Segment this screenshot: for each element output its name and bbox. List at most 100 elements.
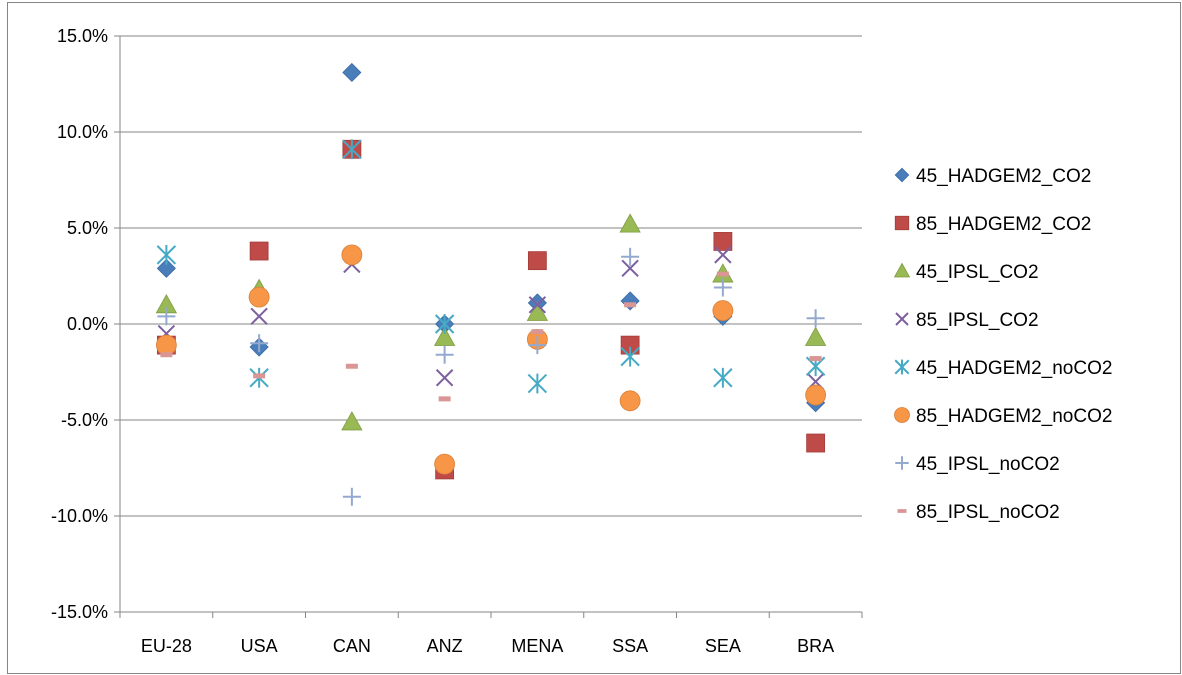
data-point <box>624 302 637 308</box>
data-point <box>156 244 177 265</box>
x-marker-stroke <box>714 246 732 264</box>
x-tick-label: USA <box>241 636 278 656</box>
data-point <box>713 232 733 251</box>
legend-label: 85_HADGEM2_noCO2 <box>916 406 1112 427</box>
data-point <box>342 487 361 506</box>
data-point <box>621 247 640 266</box>
legend-label: 45_IPSL_noCO2 <box>916 454 1060 475</box>
data-point <box>156 258 176 278</box>
square-marker <box>806 433 826 453</box>
dash-marker <box>345 363 358 369</box>
dash-marker <box>160 352 173 358</box>
data-point <box>438 396 451 402</box>
dash-marker <box>897 509 907 513</box>
data-point <box>248 286 270 308</box>
circle-marker <box>619 390 641 412</box>
chart-frame <box>7 2 1181 674</box>
triangle-marker <box>526 301 549 321</box>
data-point <box>714 246 732 264</box>
data-point <box>157 307 176 326</box>
x-marker-stroke <box>895 312 909 326</box>
data-point <box>435 369 454 387</box>
data-point <box>434 453 456 475</box>
x-tick-label: CAN <box>333 636 371 656</box>
data-point <box>342 139 362 160</box>
y-tick-label: 5.0% <box>67 218 108 238</box>
triangle-marker <box>804 326 827 346</box>
legend-item: 45_HADGEM2_noCO2 <box>894 358 1112 379</box>
data-point <box>809 356 822 362</box>
data-point <box>435 345 454 364</box>
data-point <box>433 326 456 346</box>
data-point <box>621 259 639 278</box>
dash-marker <box>624 302 637 308</box>
legend-item: 45_HADGEM2_CO2 <box>894 166 1091 187</box>
circle-marker <box>894 407 910 423</box>
square-marker <box>713 232 733 251</box>
square-marker <box>527 251 547 271</box>
legend-marker <box>894 407 910 423</box>
dash-marker <box>716 271 729 277</box>
legend-label: 45_IPSL_CO2 <box>916 262 1039 283</box>
data-point <box>250 334 269 353</box>
x-tick-label: SEA <box>705 636 741 656</box>
legend-item: 85_IPSL_CO2 <box>895 310 1039 331</box>
triangle-marker <box>341 411 363 431</box>
legend-label: 45_HADGEM2_noCO2 <box>916 358 1112 379</box>
data-point <box>805 384 827 406</box>
gridlines <box>120 35 862 613</box>
legend-label: 85_IPSL_CO2 <box>916 310 1039 331</box>
data-point <box>341 244 363 266</box>
data-point <box>713 278 732 297</box>
circle-marker <box>805 384 827 406</box>
x-tick-label: SSA <box>612 636 648 656</box>
legend-label: 85_IPSL_noCO2 <box>916 502 1060 523</box>
legend-item: 85_IPSL_noCO2 <box>897 502 1060 523</box>
x-axis-tick-labels: EU-28 USA CAN ANZ MENA SSA SEA BRA <box>141 636 834 656</box>
circle-marker <box>434 453 456 475</box>
legend-marker <box>894 167 910 183</box>
legend-label: 85_HADGEM2_CO2 <box>916 214 1091 235</box>
x-marker-stroke <box>621 259 639 278</box>
data-point <box>804 326 827 346</box>
data-point <box>619 213 641 233</box>
legend-marker <box>895 456 909 470</box>
diamond-marker <box>894 167 910 183</box>
x-marker-stroke <box>250 307 268 326</box>
data-point <box>527 251 547 271</box>
y-tick-label: -15.0% <box>51 602 108 622</box>
triangle-marker <box>619 213 641 233</box>
y-tick-label: 0.0% <box>67 314 108 334</box>
data-point <box>712 300 734 321</box>
circle-marker <box>712 300 734 321</box>
x-tick-label: EU-28 <box>141 636 192 656</box>
legend-label: 45_HADGEM2_CO2 <box>916 166 1091 187</box>
legend-item: 45_IPSL_CO2 <box>893 262 1039 283</box>
dash-marker <box>531 329 544 335</box>
data-points <box>155 62 827 506</box>
data-point <box>531 329 544 335</box>
legend-item: 45_IPSL_noCO2 <box>895 454 1060 475</box>
x-tick-label: BRA <box>797 636 834 656</box>
data-point <box>806 309 825 328</box>
data-point <box>250 307 268 326</box>
data-point <box>345 363 358 369</box>
data-point <box>526 301 549 321</box>
legend: 45_HADGEM2_CO2 85_HADGEM2_CO2 45_IPSL_CO2 8… <box>893 166 1112 523</box>
legend-item: 85_HADGEM2_noCO2 <box>894 406 1112 427</box>
y-tick-label: 15.0% <box>57 26 108 46</box>
diamond-marker <box>156 258 176 278</box>
dash-marker <box>253 373 266 379</box>
data-point <box>160 352 173 358</box>
circle-marker <box>248 286 270 308</box>
data-point <box>528 336 547 355</box>
legend-marker <box>894 359 910 375</box>
square-marker <box>894 215 910 231</box>
square-marker <box>249 241 269 261</box>
data-point <box>434 314 455 334</box>
triangle-marker <box>893 262 911 278</box>
diamond-marker <box>342 62 362 83</box>
data-point <box>619 390 641 412</box>
data-point <box>806 433 826 453</box>
